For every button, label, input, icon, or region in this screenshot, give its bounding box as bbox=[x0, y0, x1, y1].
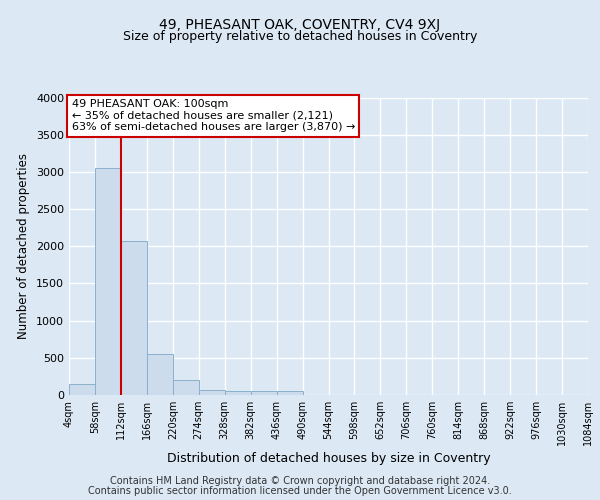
Text: Contains HM Land Registry data © Crown copyright and database right 2024.: Contains HM Land Registry data © Crown c… bbox=[110, 476, 490, 486]
Text: Size of property relative to detached houses in Coventry: Size of property relative to detached ho… bbox=[123, 30, 477, 43]
Text: 49 PHEASANT OAK: 100sqm
← 35% of detached houses are smaller (2,121)
63% of semi: 49 PHEASANT OAK: 100sqm ← 35% of detache… bbox=[71, 99, 355, 132]
X-axis label: Distribution of detached houses by size in Coventry: Distribution of detached houses by size … bbox=[167, 452, 490, 465]
Bar bbox=[69, 384, 95, 395]
Bar bbox=[251, 392, 277, 395]
Bar bbox=[225, 392, 251, 395]
Bar bbox=[121, 241, 147, 395]
Bar bbox=[173, 380, 199, 395]
Bar bbox=[147, 354, 173, 395]
Bar bbox=[199, 390, 224, 395]
Y-axis label: Number of detached properties: Number of detached properties bbox=[17, 153, 31, 340]
Text: Contains public sector information licensed under the Open Government Licence v3: Contains public sector information licen… bbox=[88, 486, 512, 496]
Text: 49, PHEASANT OAK, COVENTRY, CV4 9XJ: 49, PHEASANT OAK, COVENTRY, CV4 9XJ bbox=[160, 18, 440, 32]
Bar bbox=[95, 168, 121, 395]
Bar bbox=[277, 392, 302, 395]
